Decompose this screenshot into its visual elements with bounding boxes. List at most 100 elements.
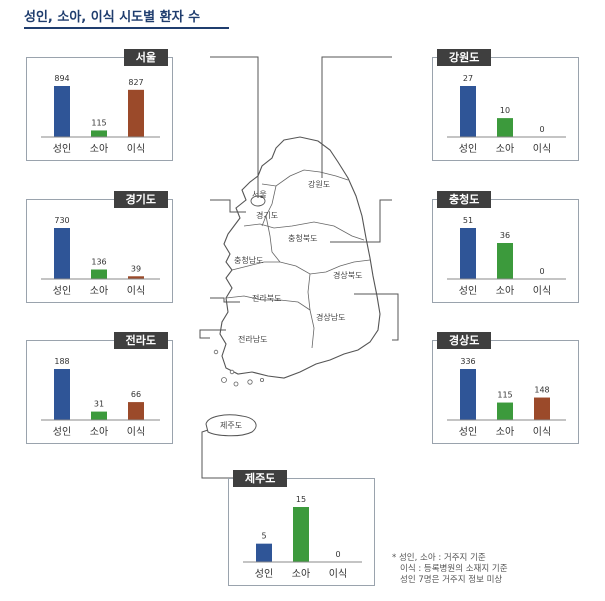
- bar-value-label: 31: [94, 400, 104, 409]
- bar-value-label: 188: [54, 357, 69, 366]
- bar-value-label: 115: [91, 118, 106, 127]
- svg-text:전라남도: 전라남도: [238, 334, 267, 344]
- bar-value-label: 36: [500, 231, 510, 240]
- bar-value-label: 51: [463, 216, 473, 225]
- category-label: 이식: [329, 568, 347, 580]
- title-underline: [24, 27, 229, 29]
- footnote: * 성인, 소아 : 거주지 기준 이식 : 등록병원의 소재지 기준 성인 7…: [392, 553, 508, 586]
- svg-text:충청남도: 충청남도: [234, 256, 263, 265]
- category-label: 이식: [533, 143, 551, 155]
- svg-text:경상남도: 경상남도: [316, 312, 345, 322]
- bar-value-label: 66: [131, 390, 141, 399]
- bar-value-label: 15: [296, 495, 306, 504]
- category-label: 소아: [90, 285, 108, 297]
- bar-2: [534, 397, 550, 420]
- chart-jeju: 5 성인 15 소아 0 이식: [243, 495, 362, 580]
- category-label: 이식: [533, 285, 551, 297]
- bar-value-label: 0: [335, 550, 340, 559]
- province-borders: [225, 169, 371, 349]
- bar-1: [497, 118, 513, 137]
- bar-0: [460, 86, 476, 137]
- category-label: 소아: [90, 426, 108, 438]
- leader-lines: [199, 56, 399, 479]
- panel-title-seoul: 서울: [123, 49, 168, 66]
- svg-text:서울: 서울: [252, 190, 267, 199]
- bar-value-label: 115: [497, 391, 512, 400]
- bar-0: [54, 86, 70, 137]
- chart-jeolla: 188 성인 31 소아 66 이식: [41, 357, 160, 438]
- category-label: 성인: [53, 143, 71, 155]
- category-label: 성인: [53, 426, 71, 438]
- bar-value-label: 136: [91, 257, 106, 266]
- footnote-line: 성인 7명은 거주지 정보 미상: [400, 575, 503, 585]
- bar-2: [128, 276, 144, 279]
- bar-value-label: 0: [539, 267, 544, 276]
- footnote-line: 이식 : 등록병원의 소재지 기준: [400, 564, 508, 574]
- svg-text:강원도: 강원도: [308, 179, 330, 189]
- bar-value-label: 39: [131, 264, 141, 273]
- category-label: 소아: [496, 285, 514, 297]
- bar-1: [91, 130, 107, 137]
- chart-chungcheong: 51 성인 36 소아 0 이식: [447, 216, 566, 297]
- islands: [213, 349, 264, 387]
- bar-value-label: 730: [54, 216, 69, 225]
- bar-1: [497, 402, 513, 420]
- category-label: 소아: [496, 143, 514, 155]
- bar-1: [91, 411, 107, 420]
- panel-title-gyeongsang: 경상도: [437, 332, 492, 349]
- panel-gangwon: 강원도 27 성인 10 소아 0 이식: [432, 49, 579, 161]
- bar-2: [128, 89, 144, 137]
- panel-title-chungcheong: 충청도: [437, 191, 492, 208]
- bar-value-label: 336: [460, 357, 475, 366]
- chart-gyeongsang: 336 성인 115 소아 148 이식: [447, 357, 566, 438]
- footnote-line: * 성인, 소아 : 거주지 기준: [392, 553, 486, 563]
- bar-1: [91, 269, 107, 279]
- category-label: 소아: [90, 143, 108, 155]
- category-label: 성인: [459, 426, 477, 438]
- panel-title-jeolla: 전라도: [113, 332, 168, 349]
- panel-chungcheong: 충청도 51 성인 36 소아 0 이식: [432, 191, 579, 303]
- chart-seoul: 894 성인 115 소아 827 이식: [41, 74, 160, 155]
- bar-value-label: 827: [128, 78, 143, 87]
- category-label: 이식: [127, 426, 145, 438]
- panel-title-gyeonggi: 경기도: [113, 191, 168, 208]
- panel-title-gangwon: 강원도: [437, 49, 492, 66]
- bar-0: [256, 543, 272, 562]
- category-label: 성인: [459, 143, 477, 155]
- map-labels: 서울 경기도 강원도 충청북도 충청남도 경상북도 전라북도 경상남도 전라남도…: [220, 179, 362, 430]
- bar-2: [128, 402, 144, 420]
- svg-text:경기도: 경기도: [256, 210, 278, 220]
- bar-value-label: 148: [534, 386, 549, 395]
- category-label: 소아: [292, 568, 310, 580]
- svg-text:충청북도: 충청북도: [288, 234, 317, 243]
- svg-text:경상북도: 경상북도: [333, 270, 362, 280]
- svg-text:제주도: 제주도: [220, 421, 242, 430]
- chart-gyeonggi: 730 성인 136 소아 39 이식: [41, 216, 160, 297]
- bar-0: [460, 228, 476, 279]
- bar-value-label: 5: [261, 532, 266, 541]
- bar-1: [497, 243, 513, 279]
- panel-title-jeju: 제주도: [233, 470, 288, 487]
- category-label: 소아: [496, 426, 514, 438]
- panel-gyeongsang: 경상도 336 성인 115 소아 148 이식: [432, 332, 579, 444]
- bar-0: [54, 228, 70, 279]
- category-label: 성인: [459, 285, 477, 297]
- svg-text:전라북도: 전라북도: [252, 293, 281, 303]
- jeju-island: [205, 414, 257, 437]
- panel-seoul: 서울 894 성인 115 소아 827 이식: [26, 49, 173, 161]
- bar-value-label: 27: [463, 74, 473, 83]
- category-label: 이식: [127, 285, 145, 297]
- bar-0: [54, 369, 70, 420]
- bar-0: [460, 369, 476, 420]
- category-label: 이식: [127, 143, 145, 155]
- panel-jeju: 제주도 5 성인 15 소아 0 이식: [228, 470, 375, 586]
- bar-value-label: 0: [539, 125, 544, 134]
- bar-1: [293, 507, 309, 562]
- chart-gangwon: 27 성인 10 소아 0 이식: [447, 74, 566, 155]
- panel-gyeonggi: 경기도 730 성인 136 소아 39 이식: [26, 191, 173, 303]
- category-label: 성인: [255, 568, 273, 580]
- bar-value-label: 894: [54, 74, 69, 83]
- bar-value-label: 10: [500, 106, 510, 115]
- panel-jeolla: 전라도 188 성인 31 소아 66 이식: [26, 332, 173, 444]
